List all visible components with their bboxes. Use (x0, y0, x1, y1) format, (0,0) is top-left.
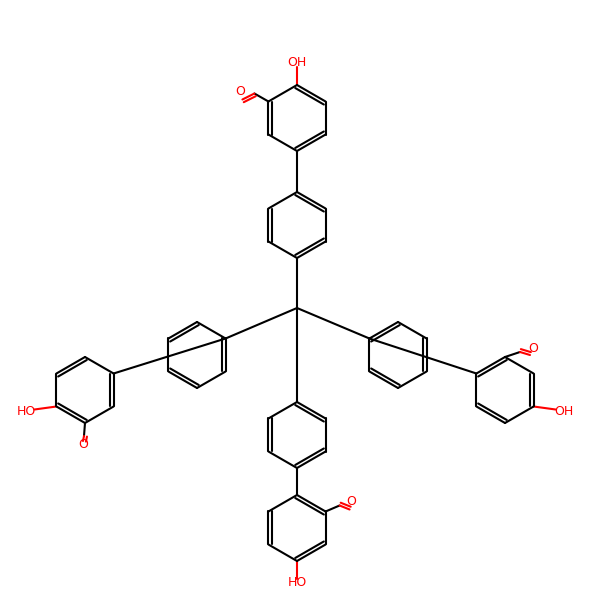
Text: O: O (347, 495, 356, 508)
Text: HO: HO (287, 577, 307, 589)
Text: HO: HO (17, 405, 36, 418)
Text: O: O (528, 342, 538, 356)
Text: OH: OH (287, 56, 307, 70)
Text: O: O (78, 439, 88, 451)
Text: OH: OH (554, 405, 573, 418)
Text: O: O (235, 85, 245, 98)
